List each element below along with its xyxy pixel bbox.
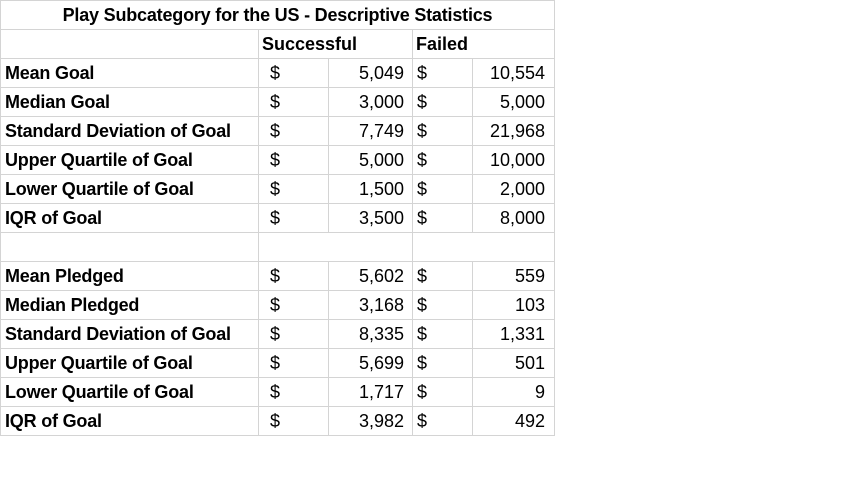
table-row: Median Goal $3,000 $5,000 xyxy=(0,87,555,117)
value-successful[interactable]: 3,500 xyxy=(328,203,413,233)
table-row: Median Pledged $3,168 $103 xyxy=(0,290,555,320)
value-failed[interactable]: 501 xyxy=(472,348,555,378)
value-successful[interactable]: 5,049 xyxy=(328,58,413,88)
currency-symbol-successful[interactable]: $ xyxy=(258,116,329,146)
row-label[interactable]: Lower Quartile of Goal xyxy=(0,174,259,204)
currency-symbol-failed[interactable]: $ xyxy=(412,203,473,233)
descriptive-statistics-table: Play Subcategory for the US - Descriptiv… xyxy=(0,0,555,436)
row-label[interactable]: Standard Deviation of Goal xyxy=(0,319,259,349)
value-failed[interactable]: 5,000 xyxy=(472,87,555,117)
value-failed[interactable]: 492 xyxy=(472,406,555,436)
table-row: Standard Deviation of Goal $7,749 $21,968 xyxy=(0,116,555,146)
currency-symbol-successful[interactable]: $ xyxy=(258,58,329,88)
table-row: Mean Pledged $5,602 $559 xyxy=(0,261,555,291)
value-failed[interactable]: 8,000 xyxy=(472,203,555,233)
row-label[interactable]: Median Goal xyxy=(0,87,259,117)
value-successful[interactable]: 5,602 xyxy=(328,261,413,291)
column-header-successful[interactable]: Successful xyxy=(258,29,413,59)
value-failed[interactable]: 21,968 xyxy=(472,116,555,146)
table-row: Lower Quartile of Goal $1,500 $2,000 xyxy=(0,174,555,204)
currency-symbol-failed[interactable]: $ xyxy=(412,87,473,117)
currency-symbol-successful[interactable]: $ xyxy=(258,290,329,320)
row-label[interactable]: Lower Quartile of Goal xyxy=(0,377,259,407)
value-successful[interactable]: 8,335 xyxy=(328,319,413,349)
currency-symbol-successful[interactable]: $ xyxy=(258,174,329,204)
cell-empty[interactable] xyxy=(258,232,413,262)
value-failed[interactable]: 559 xyxy=(472,261,555,291)
column-header-row: Successful Failed xyxy=(0,29,555,59)
currency-symbol-successful[interactable]: $ xyxy=(258,203,329,233)
value-failed[interactable]: 10,554 xyxy=(472,58,555,88)
table-row: Mean Goal $5,049 $10,554 xyxy=(0,58,555,88)
table-row: IQR of Goal $3,982 $492 xyxy=(0,406,555,436)
cell-empty[interactable] xyxy=(412,232,555,262)
currency-symbol-failed[interactable]: $ xyxy=(412,348,473,378)
title-row: Play Subcategory for the US - Descriptiv… xyxy=(0,0,555,30)
currency-symbol-failed[interactable]: $ xyxy=(412,377,473,407)
value-successful[interactable]: 3,000 xyxy=(328,87,413,117)
value-successful[interactable]: 5,699 xyxy=(328,348,413,378)
currency-symbol-failed[interactable]: $ xyxy=(412,319,473,349)
row-label[interactable]: Upper Quartile of Goal xyxy=(0,348,259,378)
currency-symbol-successful[interactable]: $ xyxy=(258,348,329,378)
row-label[interactable]: Mean Pledged xyxy=(0,261,259,291)
row-label[interactable]: Upper Quartile of Goal xyxy=(0,145,259,175)
table-row: IQR of Goal $3,500 $8,000 xyxy=(0,203,555,233)
value-failed[interactable]: 1,331 xyxy=(472,319,555,349)
table-row: Upper Quartile of Goal $5,699 $501 xyxy=(0,348,555,378)
currency-symbol-successful[interactable]: $ xyxy=(258,87,329,117)
currency-symbol-successful[interactable]: $ xyxy=(258,145,329,175)
value-failed[interactable]: 2,000 xyxy=(472,174,555,204)
currency-symbol-failed[interactable]: $ xyxy=(412,261,473,291)
value-failed[interactable]: 10,000 xyxy=(472,145,555,175)
currency-symbol-failed[interactable]: $ xyxy=(412,145,473,175)
blank-row xyxy=(0,232,555,262)
column-header-failed[interactable]: Failed xyxy=(412,29,555,59)
row-label[interactable]: Median Pledged xyxy=(0,290,259,320)
currency-symbol-successful[interactable]: $ xyxy=(258,261,329,291)
row-label[interactable]: IQR of Goal xyxy=(0,406,259,436)
value-successful[interactable]: 5,000 xyxy=(328,145,413,175)
table-row: Lower Quartile of Goal $1,717 $9 xyxy=(0,377,555,407)
value-failed[interactable]: 9 xyxy=(472,377,555,407)
currency-symbol-failed[interactable]: $ xyxy=(412,174,473,204)
table-row: Standard Deviation of Goal $8,335 $1,331 xyxy=(0,319,555,349)
value-successful[interactable]: 3,168 xyxy=(328,290,413,320)
row-label[interactable]: Standard Deviation of Goal xyxy=(0,116,259,146)
currency-symbol-failed[interactable]: $ xyxy=(412,116,473,146)
value-successful[interactable]: 1,500 xyxy=(328,174,413,204)
currency-symbol-successful[interactable]: $ xyxy=(258,319,329,349)
cell-empty[interactable] xyxy=(0,232,259,262)
row-label[interactable]: IQR of Goal xyxy=(0,203,259,233)
currency-symbol-successful[interactable]: $ xyxy=(258,377,329,407)
row-label[interactable]: Mean Goal xyxy=(0,58,259,88)
value-successful[interactable]: 7,749 xyxy=(328,116,413,146)
cell-empty[interactable] xyxy=(0,29,259,59)
table-title[interactable]: Play Subcategory for the US - Descriptiv… xyxy=(0,0,555,30)
table-row: Upper Quartile of Goal $5,000 $10,000 xyxy=(0,145,555,175)
currency-symbol-failed[interactable]: $ xyxy=(412,58,473,88)
value-failed[interactable]: 103 xyxy=(472,290,555,320)
value-successful[interactable]: 3,982 xyxy=(328,406,413,436)
currency-symbol-failed[interactable]: $ xyxy=(412,406,473,436)
value-successful[interactable]: 1,717 xyxy=(328,377,413,407)
currency-symbol-successful[interactable]: $ xyxy=(258,406,329,436)
currency-symbol-failed[interactable]: $ xyxy=(412,290,473,320)
